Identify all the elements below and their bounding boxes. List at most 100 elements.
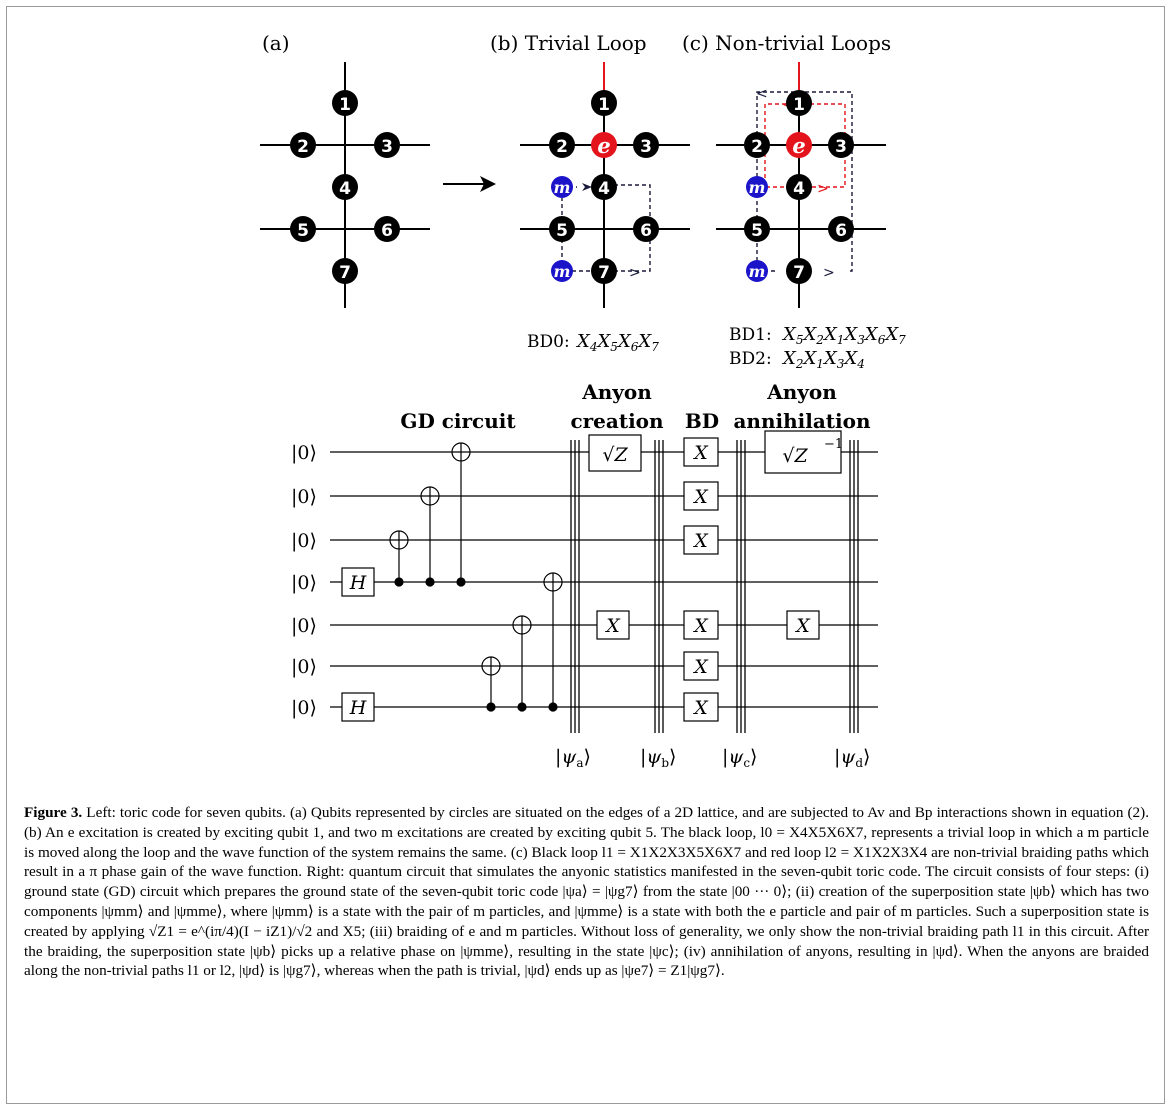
state-psi-d: |ψd⟩ — [834, 746, 870, 770]
svg-text:>: > — [823, 265, 835, 281]
svg-text:>: > — [817, 181, 829, 197]
qubit-2: 2 — [549, 132, 575, 158]
svg-text:2: 2 — [297, 137, 309, 157]
panel-b: (b) Trivial Loop > 1 2 e 3 4 m 5 6 m 7 B… — [490, 31, 690, 354]
m-particle: m — [551, 260, 573, 282]
svg-text:6: 6 — [835, 221, 847, 241]
e-particle: e — [591, 132, 617, 158]
x-gate: X — [683, 525, 719, 555]
svg-text:−1: −1 — [824, 437, 843, 452]
panel-c-label: (c) Non-trivial Loops — [682, 31, 891, 55]
svg-text:e: e — [792, 133, 805, 158]
svg-text:|0⟩: |0⟩ — [291, 572, 317, 594]
svg-text:|0⟩: |0⟩ — [291, 697, 317, 719]
svg-text:X: X — [794, 615, 811, 637]
x-gate: X — [596, 610, 630, 640]
qubit-5: 5 — [744, 216, 770, 242]
x-gate: X — [786, 610, 820, 640]
svg-text:5: 5 — [297, 221, 309, 241]
qubit-7: 7 — [786, 258, 812, 284]
stage-title-gd: GD circuit — [400, 409, 516, 433]
stage-title-anyon-2: Anyon — [766, 380, 837, 404]
svg-text:m: m — [749, 262, 766, 281]
svg-text:H: H — [349, 572, 367, 594]
state-psi-a: |ψa⟩ — [555, 746, 591, 770]
svg-text:2: 2 — [556, 137, 568, 157]
input-kets: |0⟩ |0⟩ |0⟩ |0⟩ |0⟩ |0⟩ |0⟩ — [291, 442, 317, 719]
panel-b-label: (b) Trivial Loop — [490, 31, 647, 55]
svg-text:3: 3 — [835, 137, 847, 157]
m-particle: m — [746, 260, 768, 282]
svg-text:|0⟩: |0⟩ — [291, 530, 317, 552]
qubit-4: 4 — [332, 174, 358, 200]
svg-text:5: 5 — [751, 221, 763, 241]
svg-text:H: H — [349, 697, 367, 719]
figure-graphic: (a) 1 2 3 4 5 6 7 (b) Trivial Loop > 1 2… — [260, 31, 906, 770]
panel-c: (c) Non-trivial Loops < > < > 1 2 e 3 4 … — [682, 31, 906, 371]
panel-a-label: (a) — [262, 31, 290, 55]
m-particle: m — [551, 176, 573, 198]
qubit-wires — [330, 451, 878, 708]
svg-text:m: m — [749, 178, 766, 197]
svg-text:7: 7 — [793, 263, 805, 283]
bd2-ops: X2X1X3X4 — [781, 348, 865, 371]
svg-text:1: 1 — [339, 95, 351, 115]
bd0-ops: X4X5X6X7 — [575, 331, 659, 354]
svg-text:√Z: √Z — [602, 444, 628, 466]
qubit-1: 1 — [591, 90, 617, 116]
svg-text:5: 5 — [556, 221, 568, 241]
stage-title-annihilation: annihilation — [733, 409, 871, 433]
x-gate: X — [683, 437, 719, 467]
svg-text:X: X — [692, 442, 709, 464]
stage-title-bd: BD — [685, 409, 719, 433]
svg-text:X: X — [692, 697, 709, 719]
bd1-ops: X5X2X1X3X6X7 — [781, 324, 906, 347]
barriers — [570, 440, 859, 733]
qubit-3: 3 — [374, 132, 400, 158]
svg-text:<: < — [756, 86, 768, 102]
qubit-5: 5 — [549, 216, 575, 242]
panel-a: (a) 1 2 3 4 5 6 7 — [260, 31, 430, 308]
qubit-2: 2 — [290, 132, 316, 158]
stage-title-anyon-1: Anyon — [581, 380, 652, 404]
bd1-label: BD1: — [729, 325, 772, 345]
qubit-6: 6 — [828, 216, 854, 242]
svg-text:X: X — [692, 530, 709, 552]
svg-text:|0⟩: |0⟩ — [291, 442, 317, 464]
svg-text:>: > — [629, 265, 641, 281]
svg-text:3: 3 — [640, 137, 652, 157]
svg-text:4: 4 — [793, 179, 805, 199]
x-gate: X — [683, 692, 719, 722]
h-gate: H — [341, 692, 375, 722]
qubit-7: 7 — [591, 258, 617, 284]
state-psi-c: |ψc⟩ — [722, 746, 757, 770]
qubit-3: 3 — [828, 132, 854, 158]
svg-text:X: X — [692, 615, 709, 637]
x-gate: X — [683, 651, 719, 681]
bd2-label: BD2: — [729, 349, 772, 369]
quantum-circuit: GD circuit Anyon creation BD Anyon annih… — [291, 380, 878, 770]
svg-text:7: 7 — [339, 263, 351, 283]
state-psi-b: |ψb⟩ — [640, 746, 676, 770]
svg-text:7: 7 — [598, 263, 610, 283]
sqrtz-inverse-gate: √Z −1 — [764, 430, 843, 474]
cnot-gates — [389, 442, 563, 712]
x-gate: X — [683, 481, 719, 511]
svg-text:m: m — [554, 178, 571, 197]
bd0-label: BD0: — [527, 332, 570, 352]
svg-text:X: X — [604, 615, 621, 637]
qubit-5: 5 — [290, 216, 316, 242]
svg-text:|0⟩: |0⟩ — [291, 486, 317, 508]
caption-text: Left: toric code for seven qubits. (a) Q… — [24, 804, 1150, 980]
qubit-4: 4 — [786, 174, 812, 200]
qubit-7: 7 — [332, 258, 358, 284]
m-particle: m — [746, 176, 768, 198]
e-particle: e — [786, 132, 812, 158]
sqrtz-gate: √Z — [588, 434, 642, 472]
qubit-6: 6 — [633, 216, 659, 242]
transition-arrow — [443, 176, 496, 192]
svg-text:2: 2 — [751, 137, 763, 157]
svg-text:|0⟩: |0⟩ — [291, 656, 317, 678]
stage-title-creation: creation — [570, 409, 664, 433]
svg-text:e: e — [597, 133, 610, 158]
